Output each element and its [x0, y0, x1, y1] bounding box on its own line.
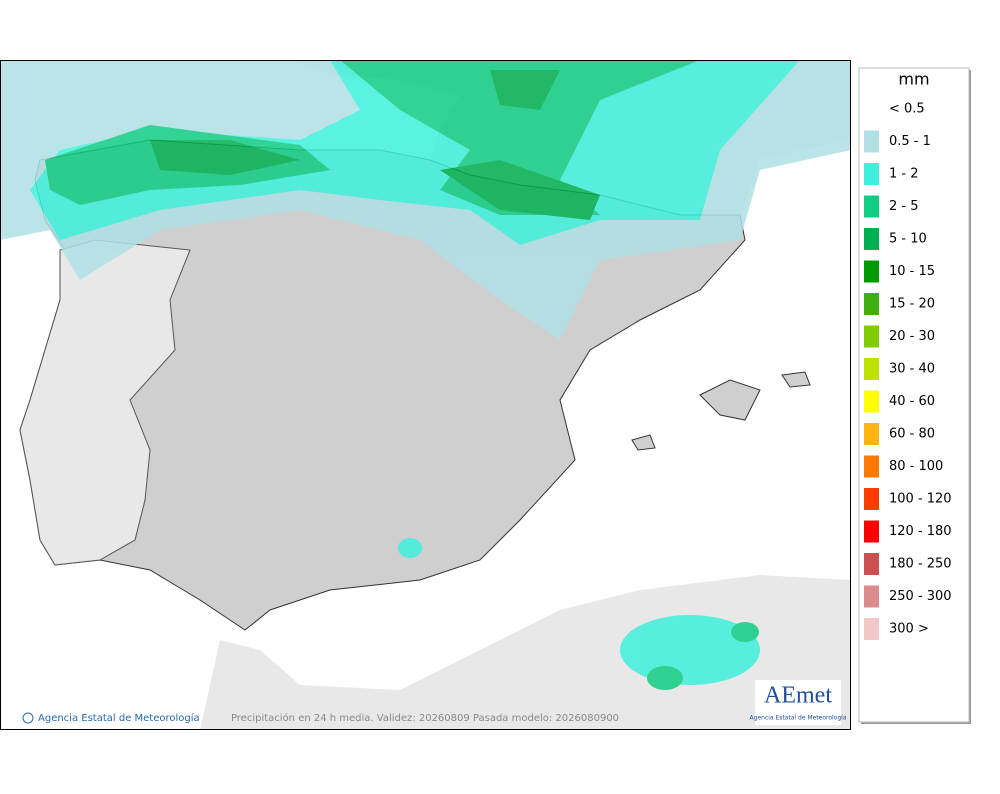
precipitation — [0, 60, 851, 690]
portugal — [19, 239, 191, 566]
legend-label: < 0.5 — [889, 102, 925, 117]
legend-swatch — [864, 390, 879, 413]
logo-subtitle: Agencia Estatal de Meteorología — [750, 715, 847, 722]
menorca — [781, 371, 811, 388]
legend-swatch — [864, 293, 879, 315]
logo-box — [755, 680, 841, 725]
legend-label: 20 - 30 — [889, 329, 935, 344]
legend-label: 250 - 300 — [889, 589, 952, 604]
legend-swatch — [864, 228, 879, 250]
legend: mm < 0.5 0.5 - 1 1 - 2 2 - 5 5 - 10 10 - 15 15… — [858, 67, 971, 724]
copyright-icon — [22, 712, 34, 724]
legend-swatch — [864, 553, 879, 575]
legend-label: 100 - 120 — [889, 492, 952, 507]
legend-swatch — [864, 520, 879, 543]
legend-label: 10 - 15 — [889, 264, 935, 279]
legend-label: 15 - 20 — [889, 297, 935, 312]
legend-title: mm — [898, 70, 929, 89]
legend-swatch — [864, 455, 879, 478]
legend-label: 2 - 5 — [889, 199, 919, 214]
rain-area — [398, 538, 422, 558]
legend-swatch — [864, 325, 879, 348]
legend-swatch — [864, 423, 879, 445]
legend-label: 0.5 - 1 — [889, 134, 931, 149]
legend-swatch — [864, 260, 879, 283]
credit: Agencia Estatal de Meteorología — [38, 712, 200, 724]
legend-label: 30 - 40 — [889, 362, 935, 377]
legend-swatch — [864, 130, 879, 153]
legend-swatch — [864, 585, 879, 608]
rain-area — [647, 666, 683, 690]
rain-area — [150, 70, 600, 220]
map-frame — [0, 60, 851, 730]
rain-area — [30, 60, 800, 245]
map: Agencia Estatal de Meteorología Precipit… — [0, 60, 851, 730]
legend-label: 180 - 250 — [889, 557, 952, 572]
ibiza — [631, 434, 656, 451]
legend-label: 5 - 10 — [889, 232, 927, 247]
legend-swatch — [864, 358, 879, 380]
caption: Precipitación en 24 h media. Validez: 20… — [231, 712, 619, 724]
rain-area — [731, 622, 759, 642]
legend-swatch — [864, 163, 879, 185]
legend-label: 80 - 100 — [889, 459, 943, 474]
legend-swatch — [864, 195, 879, 218]
legend-label: 1 - 2 — [889, 167, 919, 182]
legend-swatch — [864, 618, 879, 640]
mallorca — [699, 379, 761, 421]
legend-label: 300 > — [889, 622, 929, 637]
legend-label: 60 - 80 — [889, 427, 935, 442]
legend-label: 40 - 60 — [889, 394, 935, 409]
africa — [200, 575, 851, 730]
legend-swatch — [864, 488, 879, 510]
legend-label: 120 - 180 — [889, 524, 952, 539]
logo: AEmet — [764, 683, 832, 709]
rain-area — [620, 615, 760, 685]
